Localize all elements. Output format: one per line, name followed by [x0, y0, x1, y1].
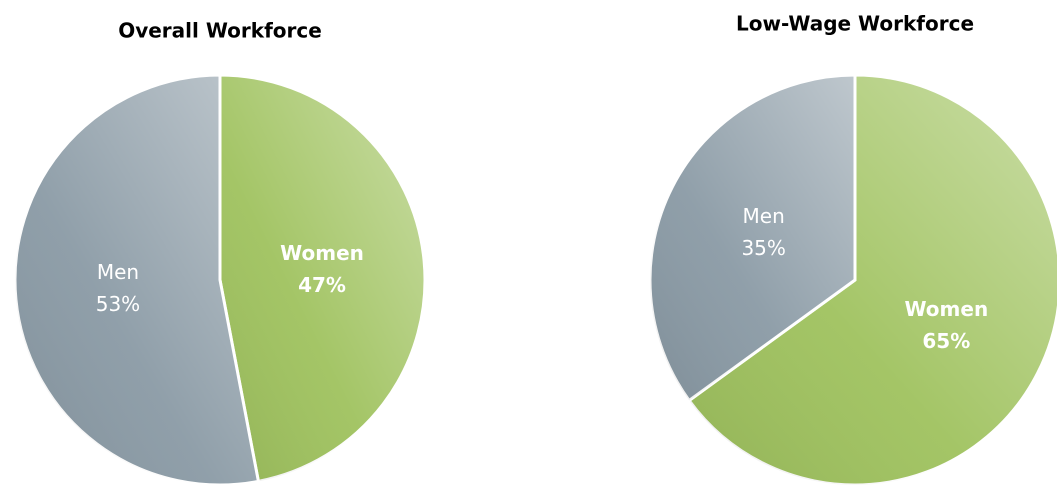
slice-label: Men: [97, 260, 139, 284]
slice-sheen: [650, 75, 855, 401]
chart-title: Overall Workforce: [118, 19, 322, 43]
slice-value-label: 47%: [298, 273, 346, 297]
slice-value-label: 35%: [741, 236, 785, 260]
slice-label: Women: [904, 297, 988, 321]
slice-sheen: [15, 75, 259, 485]
slice-value-label: 65%: [922, 329, 970, 353]
slice-sheen: [220, 75, 426, 482]
slice-label: Women: [280, 241, 364, 265]
slice-label: Men: [743, 204, 785, 228]
slice-sheen: [689, 75, 1057, 485]
slice-value-label: 53%: [96, 292, 140, 316]
chart-title: Low-Wage Workforce: [736, 12, 974, 36]
